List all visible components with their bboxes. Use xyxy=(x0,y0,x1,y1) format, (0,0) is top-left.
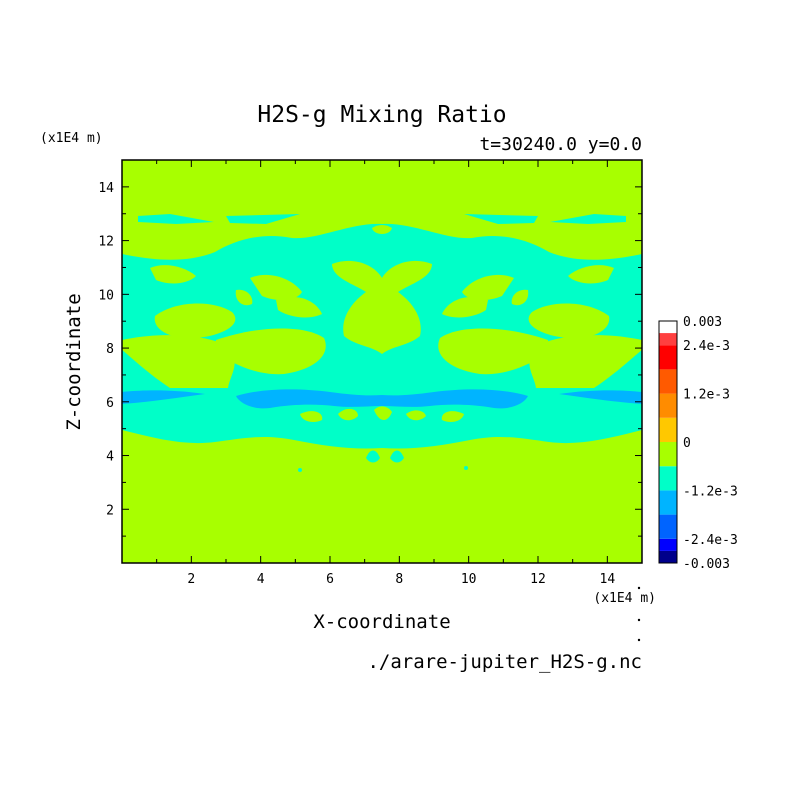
colorbar-label: -2.4e-3 xyxy=(683,533,738,548)
x-tick-label: 2 xyxy=(187,572,195,587)
y-tick-label: 10 xyxy=(98,288,114,303)
contour-zero-region xyxy=(276,296,322,318)
colorbar-label: -0.003 xyxy=(683,557,730,572)
y-tick-label: 8 xyxy=(106,342,114,357)
x-axis-label: X-coordinate xyxy=(313,611,450,633)
contour-zero-region xyxy=(332,260,432,354)
contour-zero-region xyxy=(528,303,610,339)
contour-zero-region xyxy=(438,328,548,375)
contour-zero-region xyxy=(568,265,614,284)
y-tick-label: 14 xyxy=(98,181,114,196)
colorbar-swatch xyxy=(659,550,677,563)
contour-negative-region xyxy=(138,214,214,224)
colorbar-swatch xyxy=(659,333,677,346)
contour-zero-region xyxy=(122,335,235,388)
y-tick-label: 6 xyxy=(106,396,114,411)
colorbar-label: 1.2e-3 xyxy=(683,388,730,403)
contour-zero-region xyxy=(462,274,514,301)
y-axis: 2 4 6 8 10 12 14 xyxy=(98,181,642,537)
contour-negative-region xyxy=(366,450,380,463)
x-tick-label: 10 xyxy=(461,572,477,587)
colorbar: 0.003 2.4e-3 1.2e-3 0 -1.2e-3 -2.4e-3 -0.003 xyxy=(658,315,738,572)
colorbar-swatch xyxy=(659,490,677,515)
contour-zero-region xyxy=(250,274,302,301)
y-unit-label: (x1E4 m) xyxy=(40,131,103,146)
y-axis-label: Z-coordinate xyxy=(63,293,85,430)
colorbar-label: 0.003 xyxy=(683,315,722,330)
contour-negative-region xyxy=(390,450,404,463)
x-tick-label: 14 xyxy=(600,572,616,587)
contour-zero-region xyxy=(441,411,464,422)
contour-zero-region xyxy=(442,296,488,318)
colorbar-swatch xyxy=(659,417,677,442)
colorbar-label: -1.2e-3 xyxy=(683,484,738,499)
contour-negative-region xyxy=(550,214,626,224)
contour-negative-region xyxy=(464,214,538,224)
contour-zero-region xyxy=(406,410,426,421)
contour-zero-region xyxy=(150,265,196,284)
contour-zero-region xyxy=(529,335,642,388)
colorbar-label: 0 xyxy=(683,436,691,451)
contour-zero-region xyxy=(154,303,236,339)
colorbar-swatch xyxy=(659,393,677,418)
contour-negative-medium-region xyxy=(236,389,528,409)
colorbar-swatch xyxy=(659,442,677,467)
marker-dot xyxy=(637,638,641,642)
y-tick-label: 12 xyxy=(98,235,114,250)
chart-title: H2S-g Mixing Ratio xyxy=(257,102,506,128)
colorbar-swatch xyxy=(659,345,677,370)
x-tick-label: 12 xyxy=(530,572,546,587)
colorbar-frame xyxy=(658,320,678,564)
contour-negative-medium-region xyxy=(122,390,205,404)
marker-dot xyxy=(637,586,641,590)
contour-zero-region xyxy=(216,328,326,375)
x-axis: 2 4 6 8 10 12 14 xyxy=(156,160,616,587)
contour-field xyxy=(122,160,642,563)
x-tick-label: 8 xyxy=(395,572,403,587)
contour-zero-region xyxy=(235,289,253,306)
colorbar-swatch xyxy=(659,466,677,491)
chart-subtitle: t=30240.0 y=0.0 xyxy=(479,134,642,155)
x-tick-label: 4 xyxy=(257,572,265,587)
contour-zero-region xyxy=(372,225,392,234)
contour-negative-region xyxy=(226,214,300,224)
x-tick-label: 6 xyxy=(326,572,334,587)
y-tick-label: 2 xyxy=(106,503,114,518)
x-unit-label: (x1E4 m) xyxy=(593,591,656,606)
source-filename: ./arare-jupiter_H2S-g.nc xyxy=(367,651,642,673)
colorbar-swatch xyxy=(659,514,677,539)
contour-zero-region xyxy=(374,406,392,420)
contour-negative-medium-region xyxy=(559,390,642,404)
marker-dot xyxy=(637,618,641,622)
contour-zero-region xyxy=(511,289,529,306)
y-tick-label: 4 xyxy=(106,450,114,465)
colorbar-swatch xyxy=(659,538,677,551)
contour-zero-region xyxy=(300,411,323,422)
colorbar-label: 2.4e-3 xyxy=(683,339,730,354)
contour-zero-region xyxy=(338,408,358,421)
colorbar-swatch xyxy=(659,369,677,394)
contour-negative-region xyxy=(464,466,468,470)
contour-negative-region xyxy=(298,468,302,472)
plot-frame xyxy=(121,159,643,564)
